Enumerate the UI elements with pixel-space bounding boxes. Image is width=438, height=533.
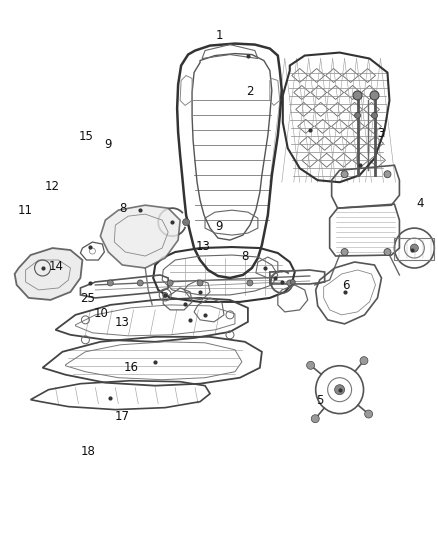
Text: 14: 14 — [49, 260, 64, 273]
Circle shape — [371, 112, 378, 118]
Text: 8: 8 — [119, 201, 127, 214]
Text: 12: 12 — [45, 180, 60, 193]
Text: 6: 6 — [342, 279, 350, 292]
Circle shape — [107, 280, 113, 286]
Circle shape — [384, 248, 391, 255]
Circle shape — [365, 410, 373, 418]
Circle shape — [384, 171, 391, 177]
Circle shape — [137, 280, 143, 286]
Circle shape — [353, 91, 362, 100]
Circle shape — [341, 171, 348, 177]
Circle shape — [341, 248, 348, 255]
Text: 4: 4 — [416, 197, 424, 211]
Circle shape — [410, 244, 418, 252]
Text: 13: 13 — [115, 316, 130, 329]
Circle shape — [370, 91, 379, 100]
Text: 11: 11 — [17, 204, 32, 217]
Text: 25: 25 — [80, 292, 95, 305]
Text: 10: 10 — [94, 307, 109, 320]
Circle shape — [167, 280, 173, 286]
Text: 9: 9 — [104, 138, 111, 151]
Circle shape — [183, 219, 190, 225]
Circle shape — [335, 385, 345, 394]
Text: 16: 16 — [124, 361, 138, 374]
Text: 15: 15 — [78, 130, 93, 143]
Polygon shape — [14, 248, 82, 300]
Text: 17: 17 — [115, 410, 130, 423]
Circle shape — [290, 279, 295, 285]
Text: 9: 9 — [215, 220, 223, 233]
Circle shape — [355, 112, 360, 118]
Circle shape — [360, 357, 368, 365]
Text: 1: 1 — [215, 29, 223, 42]
Circle shape — [307, 361, 314, 369]
Text: 2: 2 — [246, 85, 253, 98]
Circle shape — [311, 415, 319, 423]
Circle shape — [247, 280, 253, 286]
Circle shape — [197, 280, 203, 286]
Text: 18: 18 — [81, 445, 95, 458]
Circle shape — [287, 280, 293, 286]
Text: 5: 5 — [316, 394, 323, 407]
Polygon shape — [100, 205, 180, 268]
Circle shape — [162, 293, 168, 297]
Text: 3: 3 — [377, 127, 384, 140]
Text: 13: 13 — [195, 240, 210, 253]
Text: 8: 8 — [241, 251, 249, 263]
